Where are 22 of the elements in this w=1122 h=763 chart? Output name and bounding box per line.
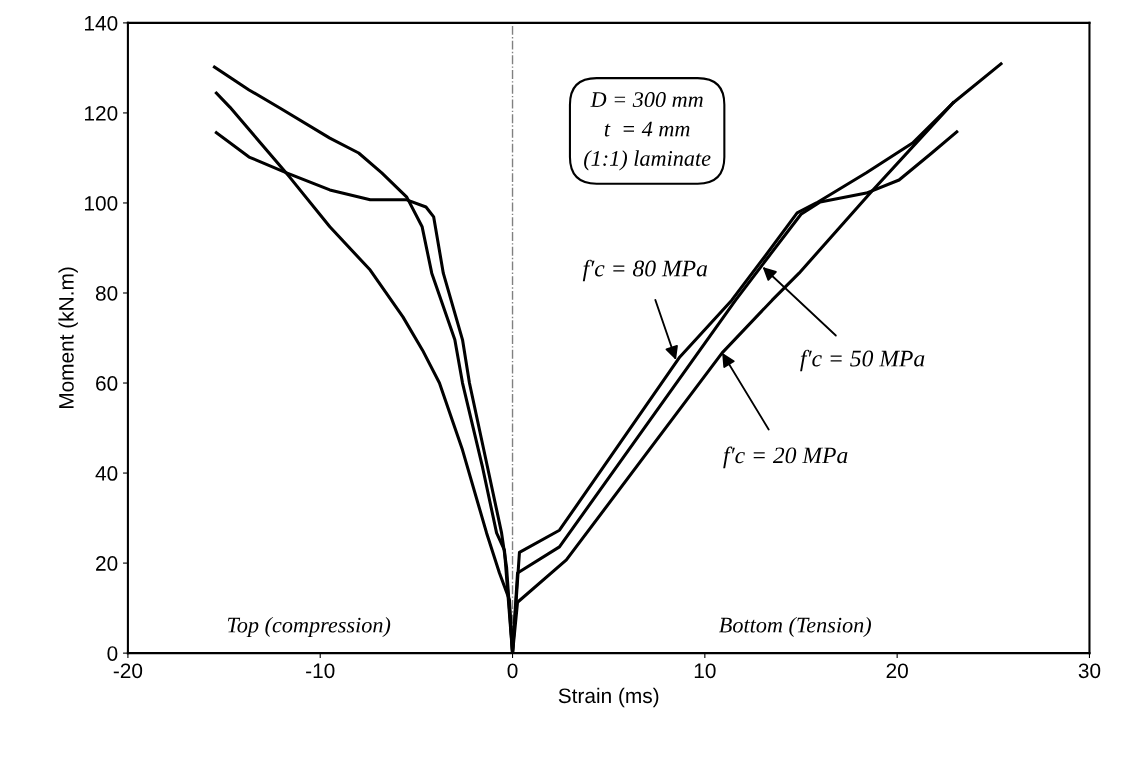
x-axis-title: Strain (ms): [558, 687, 659, 708]
annotation: f′c = 80 MPa: [582, 259, 708, 282]
y-tick-label: 0: [107, 646, 118, 661]
y-tick-label: 100: [85, 195, 118, 211]
annotation: D = 300 mm t = 4 mm (1:1) laminate: [584, 92, 711, 171]
x-tick-label: 20: [886, 663, 908, 679]
x-tick-label: -10: [306, 663, 335, 679]
annotation: f′c = 20 MPa: [723, 446, 848, 469]
annotation: f′c = 50 MPa: [800, 349, 925, 372]
x-tick-label: -20: [113, 663, 143, 679]
y-tick-label: 140: [85, 15, 118, 31]
x-tick-label: 30: [1078, 663, 1101, 679]
y-tick-label: 20: [96, 556, 118, 571]
y-tick-label: 120: [85, 105, 118, 121]
y-tick-label: 40: [95, 466, 118, 481]
x-tick-label: 10: [694, 663, 716, 679]
x-tick-label: 0: [507, 663, 518, 679]
y-tick-label: 60: [96, 376, 118, 391]
annotation: Top (compression): [227, 616, 391, 638]
y-axis-title: Moment (kN.m): [58, 267, 78, 409]
annotation: Bottom (Tension): [718, 616, 871, 638]
y-tick-label: 80: [95, 285, 118, 301]
